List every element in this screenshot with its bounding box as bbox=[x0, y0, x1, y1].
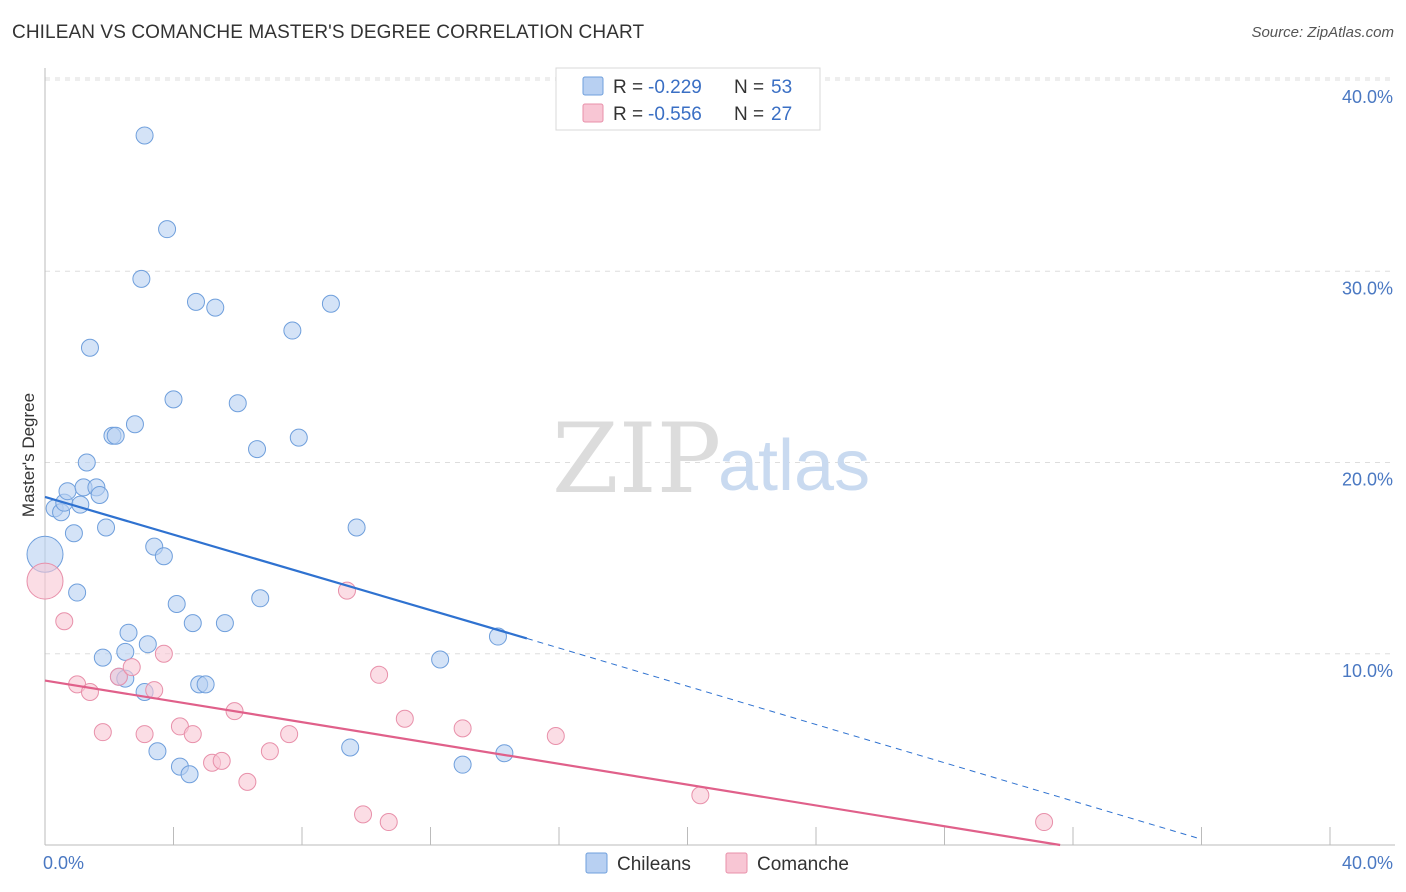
chileans-point-39 bbox=[215, 614, 234, 633]
y-tick-labels: 10.0% 20.0% 30.0% 40.0% bbox=[1342, 87, 1393, 681]
chileans-point-38 bbox=[206, 298, 225, 317]
comanche-point-15 bbox=[238, 772, 257, 791]
chileans-point-29 bbox=[158, 220, 177, 239]
watermark-zip: ZIP bbox=[552, 403, 721, 515]
bottom-legend-label-chileans: Chileans bbox=[617, 854, 691, 875]
chileans-point-4 bbox=[58, 482, 77, 501]
y-tick-label-3: 40.0% bbox=[1342, 87, 1393, 107]
comanche-point-16 bbox=[260, 742, 279, 761]
chileans-point-5 bbox=[64, 524, 83, 543]
chileans-point-33 bbox=[180, 765, 199, 784]
comanche-point-13 bbox=[212, 751, 231, 770]
chileans-point-18 bbox=[116, 642, 135, 661]
bottom-legend: Chileans Comanche bbox=[585, 852, 849, 875]
chileans-point-16 bbox=[106, 426, 125, 445]
chileans-point-34 bbox=[183, 614, 202, 633]
comanche-point-8 bbox=[145, 681, 164, 700]
chileans-point-10 bbox=[80, 338, 99, 357]
chileans-point-31 bbox=[167, 595, 186, 614]
comanche-point-6 bbox=[122, 658, 141, 677]
comanche-point-26 bbox=[1035, 813, 1054, 832]
chileans-point-13 bbox=[93, 648, 112, 667]
y-axis-label: Master's Degree bbox=[19, 393, 38, 517]
comanche-point-24 bbox=[546, 726, 565, 745]
comanche-point-21 bbox=[379, 813, 398, 832]
chileans-point-21 bbox=[125, 415, 144, 434]
y-tick-label-1: 20.0% bbox=[1342, 470, 1393, 490]
chileans-point-44 bbox=[289, 428, 308, 447]
chileans-point-47 bbox=[347, 518, 366, 537]
legend-r-label-1: R = bbox=[613, 77, 643, 98]
chileans-point-22 bbox=[132, 269, 151, 288]
x-tick-label-0: 0.0% bbox=[43, 853, 84, 873]
chileans-point-37 bbox=[196, 675, 215, 694]
comanche-point-23 bbox=[453, 719, 472, 738]
comanche-point-4 bbox=[93, 723, 112, 742]
comanche-point-9 bbox=[154, 644, 173, 663]
comanche-point-17 bbox=[280, 725, 299, 744]
chileans-point-24 bbox=[135, 126, 154, 145]
comanche-point-0 bbox=[26, 562, 64, 600]
gridlines bbox=[45, 77, 1395, 655]
comanche-point-11 bbox=[183, 725, 202, 744]
bottom-legend-label-comanche: Comanche bbox=[757, 854, 849, 875]
comanche-point-19 bbox=[354, 805, 373, 824]
comanche-point-1 bbox=[55, 612, 74, 631]
y-tick-label-0: 10.0% bbox=[1342, 661, 1393, 681]
legend-n-value-1: 53 bbox=[771, 77, 792, 98]
comanche-point-22 bbox=[395, 709, 414, 728]
chileans-point-46 bbox=[341, 738, 360, 757]
comanche-trend-line bbox=[44, 679, 1061, 847]
series-comanche bbox=[26, 562, 1054, 832]
trend-lines bbox=[44, 495, 1202, 847]
chileans-point-48 bbox=[431, 650, 450, 669]
chileans-point-9 bbox=[77, 453, 96, 472]
chileans-point-49 bbox=[453, 755, 472, 774]
x-tick-label-1: 40.0% bbox=[1342, 853, 1393, 873]
chileans-point-35 bbox=[186, 292, 205, 311]
legend-box: R = -0.229 N = 53 R = -0.556 N = 27 bbox=[555, 67, 821, 131]
chileans-point-45 bbox=[321, 294, 340, 313]
chileans-point-43 bbox=[283, 321, 302, 340]
chileans-point-20 bbox=[119, 623, 138, 642]
legend-r-value-1: -0.229 bbox=[648, 77, 702, 98]
legend-swatch-comanche bbox=[582, 103, 604, 123]
legend-n-label-2: N = bbox=[734, 104, 764, 125]
series-chileans bbox=[26, 126, 514, 784]
chileans-trend-line bbox=[44, 495, 528, 640]
chileans-point-30 bbox=[164, 390, 183, 409]
chileans-point-41 bbox=[248, 440, 267, 459]
legend-n-label-1: N = bbox=[734, 77, 764, 98]
chileans-point-6 bbox=[68, 583, 87, 602]
axes bbox=[44, 68, 1395, 846]
legend-r-label-2: R = bbox=[613, 104, 643, 125]
bottom-legend-swatch-comanche bbox=[725, 852, 748, 874]
chileans-point-42 bbox=[251, 589, 270, 608]
legend-swatch-chileans bbox=[582, 76, 604, 96]
y-tick-label-2: 30.0% bbox=[1342, 278, 1393, 298]
legend-n-value-2: 27 bbox=[771, 104, 792, 125]
bottom-legend-swatch-chileans bbox=[585, 852, 608, 874]
watermark-atlas: atlas bbox=[718, 426, 870, 506]
chileans-point-27 bbox=[148, 742, 167, 761]
chart-title: CHILEAN VS COMANCHE MASTER'S DEGREE CORR… bbox=[12, 22, 645, 43]
source-label: Source: ZipAtlas.com bbox=[1251, 24, 1394, 41]
chileans-trend-line-extension bbox=[526, 637, 1202, 840]
chileans-point-25 bbox=[138, 635, 157, 654]
x-tick-labels: 0.0% 40.0% bbox=[43, 853, 1393, 873]
comanche-point-7 bbox=[135, 725, 154, 744]
legend-r-value-2: -0.556 bbox=[648, 104, 702, 125]
chileans-point-28 bbox=[154, 547, 173, 566]
chileans-point-14 bbox=[97, 518, 116, 537]
comanche-point-20 bbox=[370, 665, 389, 684]
watermark: ZIP atlas bbox=[552, 403, 870, 515]
comanche-point-25 bbox=[691, 786, 710, 805]
chileans-point-40 bbox=[228, 394, 247, 413]
comanche-point-5 bbox=[109, 667, 128, 686]
chileans-point-12 bbox=[90, 486, 109, 505]
